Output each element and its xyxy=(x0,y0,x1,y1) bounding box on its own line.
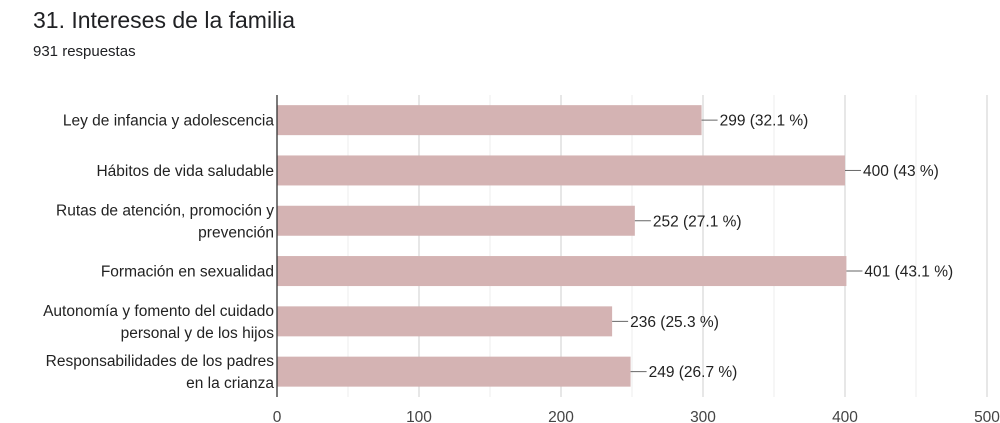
category-label: Ley de infancia y adolescencia xyxy=(63,113,274,130)
data-label: 401 (43.1 %) xyxy=(864,264,953,281)
data-label: 252 (27.1 %) xyxy=(653,213,742,230)
category-label: Autonomía y fomento del cuidado personal … xyxy=(43,303,274,342)
bar xyxy=(277,306,613,337)
data-label: 249 (26.7 %) xyxy=(649,364,738,381)
category-label: Rutas de atención, promoción y prevención xyxy=(56,202,274,241)
bar xyxy=(277,105,702,136)
bar xyxy=(277,356,631,387)
category-label-line: Hábitos de vida saludable xyxy=(96,163,274,180)
category-label: Hábitos de vida saludable xyxy=(96,163,274,180)
category-label: Responsabilidades de los padres en la cri… xyxy=(46,353,275,392)
bar xyxy=(277,205,635,236)
category-label-line: en la crianza xyxy=(186,375,274,392)
category-label-line: Autonomía y fomento del cuidado xyxy=(43,303,274,320)
category-label-line: Formación en sexualidad xyxy=(101,264,274,281)
data-label: 299 (32.1 %) xyxy=(720,113,809,130)
bar xyxy=(277,155,845,186)
bars xyxy=(277,105,863,387)
x-tick-label: 100 xyxy=(406,409,432,423)
grid-lines xyxy=(347,95,988,397)
x-tick-label: 500 xyxy=(974,409,1000,423)
x-tick-label: 400 xyxy=(832,409,858,423)
x-tick-label: 300 xyxy=(690,409,716,423)
x-tick-label: 0 xyxy=(273,409,282,423)
category-label-line: Responsabilidades de los padres xyxy=(46,353,275,370)
response-count: 931 respuestas xyxy=(33,43,136,60)
bar xyxy=(277,256,847,287)
category-label-line: Rutas de atención, promoción y xyxy=(56,202,274,219)
category-label-line: personal y de los hijos xyxy=(121,325,275,342)
x-tick-label: 200 xyxy=(548,409,574,423)
chart-title: 31. Intereses de la familia xyxy=(33,7,296,33)
category-label-line: prevención xyxy=(198,224,274,241)
category-label: Formación en sexualidad xyxy=(101,264,274,281)
data-label: 400 (43 %) xyxy=(863,163,939,180)
category-label-line: Ley de infancia y adolescencia xyxy=(63,113,274,130)
labels: 0 100 200 300 400 500 299 (32.1 %) Ley de infan… xyxy=(43,113,1000,423)
data-label: 236 (25.3 %) xyxy=(630,314,719,331)
